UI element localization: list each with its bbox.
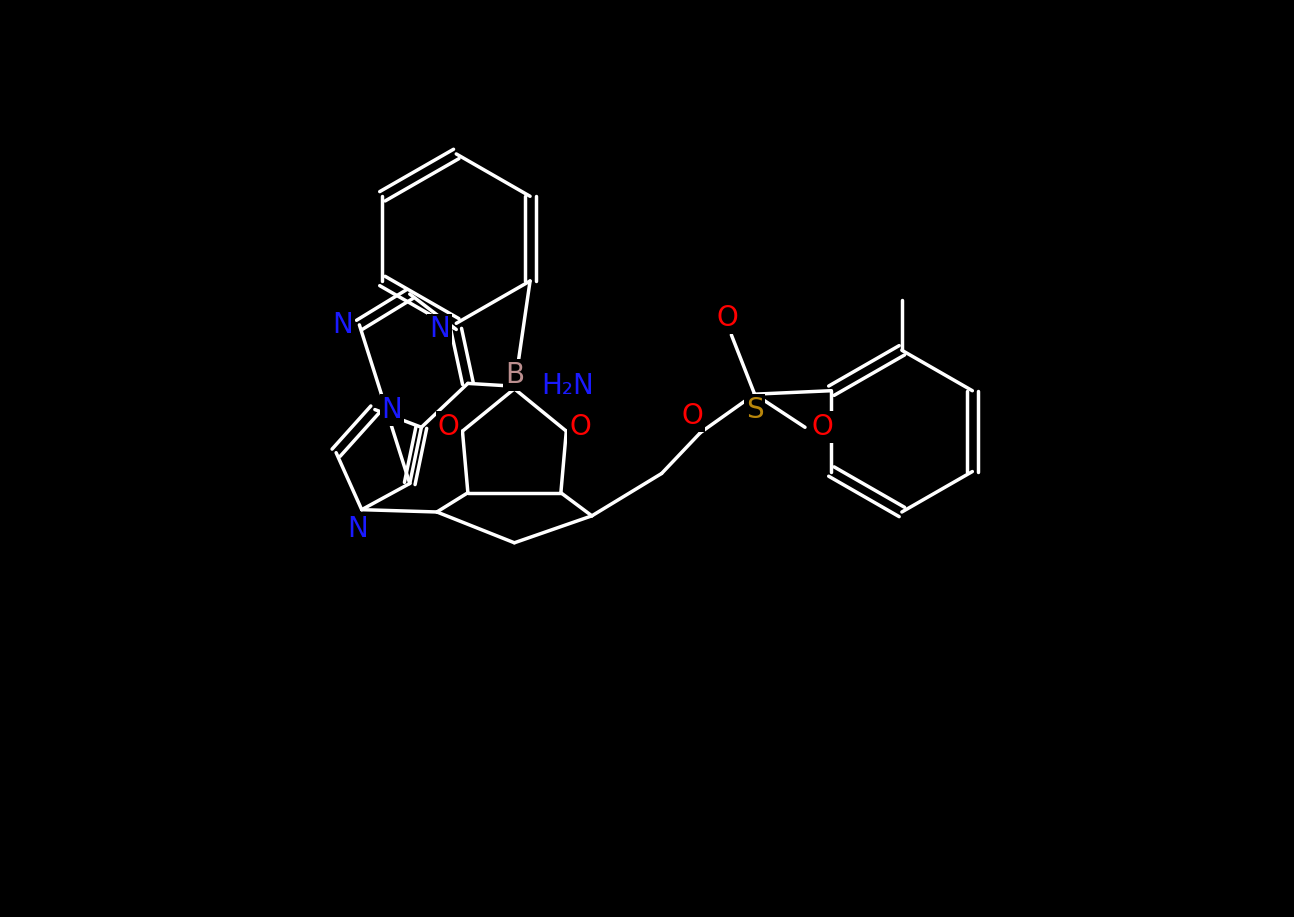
Text: O: O: [569, 414, 591, 441]
Text: N: N: [382, 395, 402, 424]
Text: O: O: [682, 402, 704, 430]
Text: N: N: [348, 515, 369, 543]
Text: O: O: [437, 414, 459, 441]
Text: B: B: [505, 361, 524, 389]
Text: N: N: [428, 315, 449, 344]
Text: S: S: [745, 395, 763, 424]
Text: O: O: [717, 304, 739, 332]
Text: H₂N: H₂N: [541, 372, 594, 401]
Text: O: O: [811, 414, 833, 441]
Text: N: N: [333, 311, 353, 339]
